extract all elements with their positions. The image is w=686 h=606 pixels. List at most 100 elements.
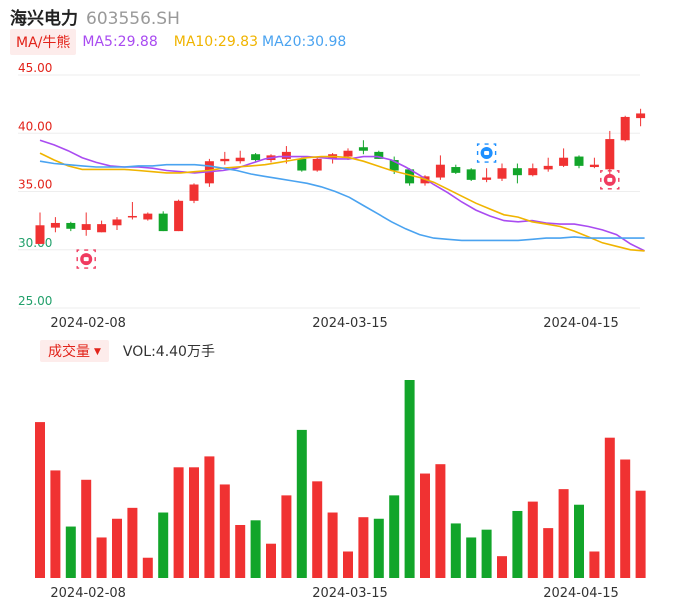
date-tick-label: 2024-03-15	[312, 586, 388, 601]
volume-bar	[481, 529, 492, 578]
volume-bar	[543, 528, 554, 578]
candle-body	[112, 219, 122, 226]
date-tick-label: 2024-04-15	[543, 316, 619, 331]
candle-body	[620, 116, 630, 141]
volume-bar	[558, 489, 569, 578]
volume-bar	[219, 484, 230, 578]
candle-body	[451, 167, 461, 173]
candle-body	[512, 168, 522, 176]
date-tick-label: 2024-02-08	[50, 316, 126, 331]
ma-indicator-tab[interactable]: MA/牛熊	[10, 29, 77, 55]
candle-body	[358, 147, 368, 151]
price-tick-label: 30.00	[18, 236, 52, 250]
candle-body	[127, 215, 137, 218]
volume-legend: 成交量 ▼ VOL:4.40万手	[40, 340, 215, 362]
candle-body	[559, 157, 569, 166]
date-tick-label: 2024-04-15	[543, 586, 619, 601]
candle-body	[528, 168, 538, 176]
bear-icon[interactable]	[476, 143, 497, 163]
volume-bar	[65, 526, 76, 578]
candle-body	[497, 168, 507, 179]
volume-bar	[281, 495, 292, 578]
candle-body	[35, 225, 45, 244]
date-tick-label: 2024-02-08	[50, 586, 126, 601]
candle-body	[466, 169, 476, 180]
candle-body	[235, 157, 245, 162]
volume-bar	[296, 429, 307, 578]
bull-icon[interactable]	[600, 170, 620, 190]
volume-bar	[604, 437, 615, 578]
ma20-line	[39, 160, 645, 242]
bull-icon[interactable]	[76, 249, 96, 269]
volume-bar	[81, 479, 92, 578]
candle-body	[281, 151, 291, 159]
volume-bar	[420, 473, 430, 578]
volume-bar	[512, 510, 523, 578]
volume-indicator-dropdown[interactable]: 成交量 ▼	[40, 340, 109, 362]
candle-body	[251, 154, 261, 161]
volume-bar	[35, 422, 45, 578]
caret-down-icon: ▼	[94, 347, 101, 357]
volume-bar	[404, 380, 415, 578]
signal-markers	[76, 143, 620, 269]
price-axis: 45.00 40.00 35.00 30.00 25.00	[18, 61, 52, 308]
volume-bar	[589, 551, 600, 578]
date-axis: 2024-02-08 2024-03-15 2024-04-15	[50, 316, 618, 331]
volume-bar	[266, 543, 276, 578]
title-row: 海兴电力 603556.SH	[10, 4, 180, 29]
volume-bar	[497, 556, 507, 578]
volume-bar	[466, 537, 477, 578]
volume-bar	[574, 504, 584, 578]
volume-date-axis: 2024-02-08 2024-03-15 2024-04-15	[50, 586, 618, 601]
volume-bar	[250, 520, 261, 578]
volume-bar	[327, 512, 338, 578]
ma5-line	[39, 139, 645, 252]
volume-bar	[312, 481, 323, 578]
volume-bar	[435, 464, 446, 578]
volume-bar	[127, 507, 138, 578]
candle-body	[589, 164, 599, 168]
price-grid	[18, 74, 640, 309]
volume-value: VOL:4.40万手	[122, 344, 215, 360]
volume-bar	[142, 557, 153, 578]
volume-bar	[389, 495, 400, 578]
volume-indicator-label: 成交量	[48, 344, 90, 360]
candle-body	[482, 177, 492, 180]
volume-bar	[450, 523, 461, 578]
candle-body	[435, 164, 445, 178]
candle-body	[174, 200, 184, 232]
ma5-legend: MA5:29.88	[82, 34, 158, 50]
volume-bar	[204, 456, 215, 578]
candle-body	[405, 169, 415, 184]
volume-bar	[112, 518, 122, 578]
volume-bars	[35, 380, 646, 578]
candle-body	[636, 113, 646, 119]
ma20-legend: MA20:30.98	[262, 34, 347, 50]
candle-body	[158, 213, 168, 232]
candle-body	[374, 151, 384, 159]
date-tick-label: 2024-03-15	[312, 316, 388, 331]
ma10-legend: MA10:29.83	[173, 34, 259, 50]
candle-body	[97, 224, 107, 233]
price-tick-label: 35.00	[18, 178, 52, 192]
price-tick-label: 45.00	[18, 61, 52, 75]
ma-legend: MA/牛熊 MA5:29.88 MA10:29.83 MA20:30.98	[10, 29, 347, 55]
ma10-line	[39, 152, 645, 252]
candle-body	[574, 156, 584, 166]
volume-bar	[620, 459, 631, 578]
candle-body	[81, 224, 91, 230]
volume-bar	[50, 470, 61, 578]
price-tick-label: 40.00	[18, 119, 52, 133]
volume-bar	[343, 551, 353, 578]
candle-body	[50, 222, 60, 228]
volume-bar	[189, 467, 199, 578]
volume-bar	[635, 490, 646, 578]
candle-body	[297, 158, 307, 171]
candle-body	[189, 184, 199, 201]
volume-bar	[173, 467, 184, 578]
candle-body	[220, 158, 230, 162]
stock-code: 603556.SH	[86, 9, 180, 29]
volume-bar	[527, 501, 538, 578]
volume-bar	[96, 537, 107, 578]
